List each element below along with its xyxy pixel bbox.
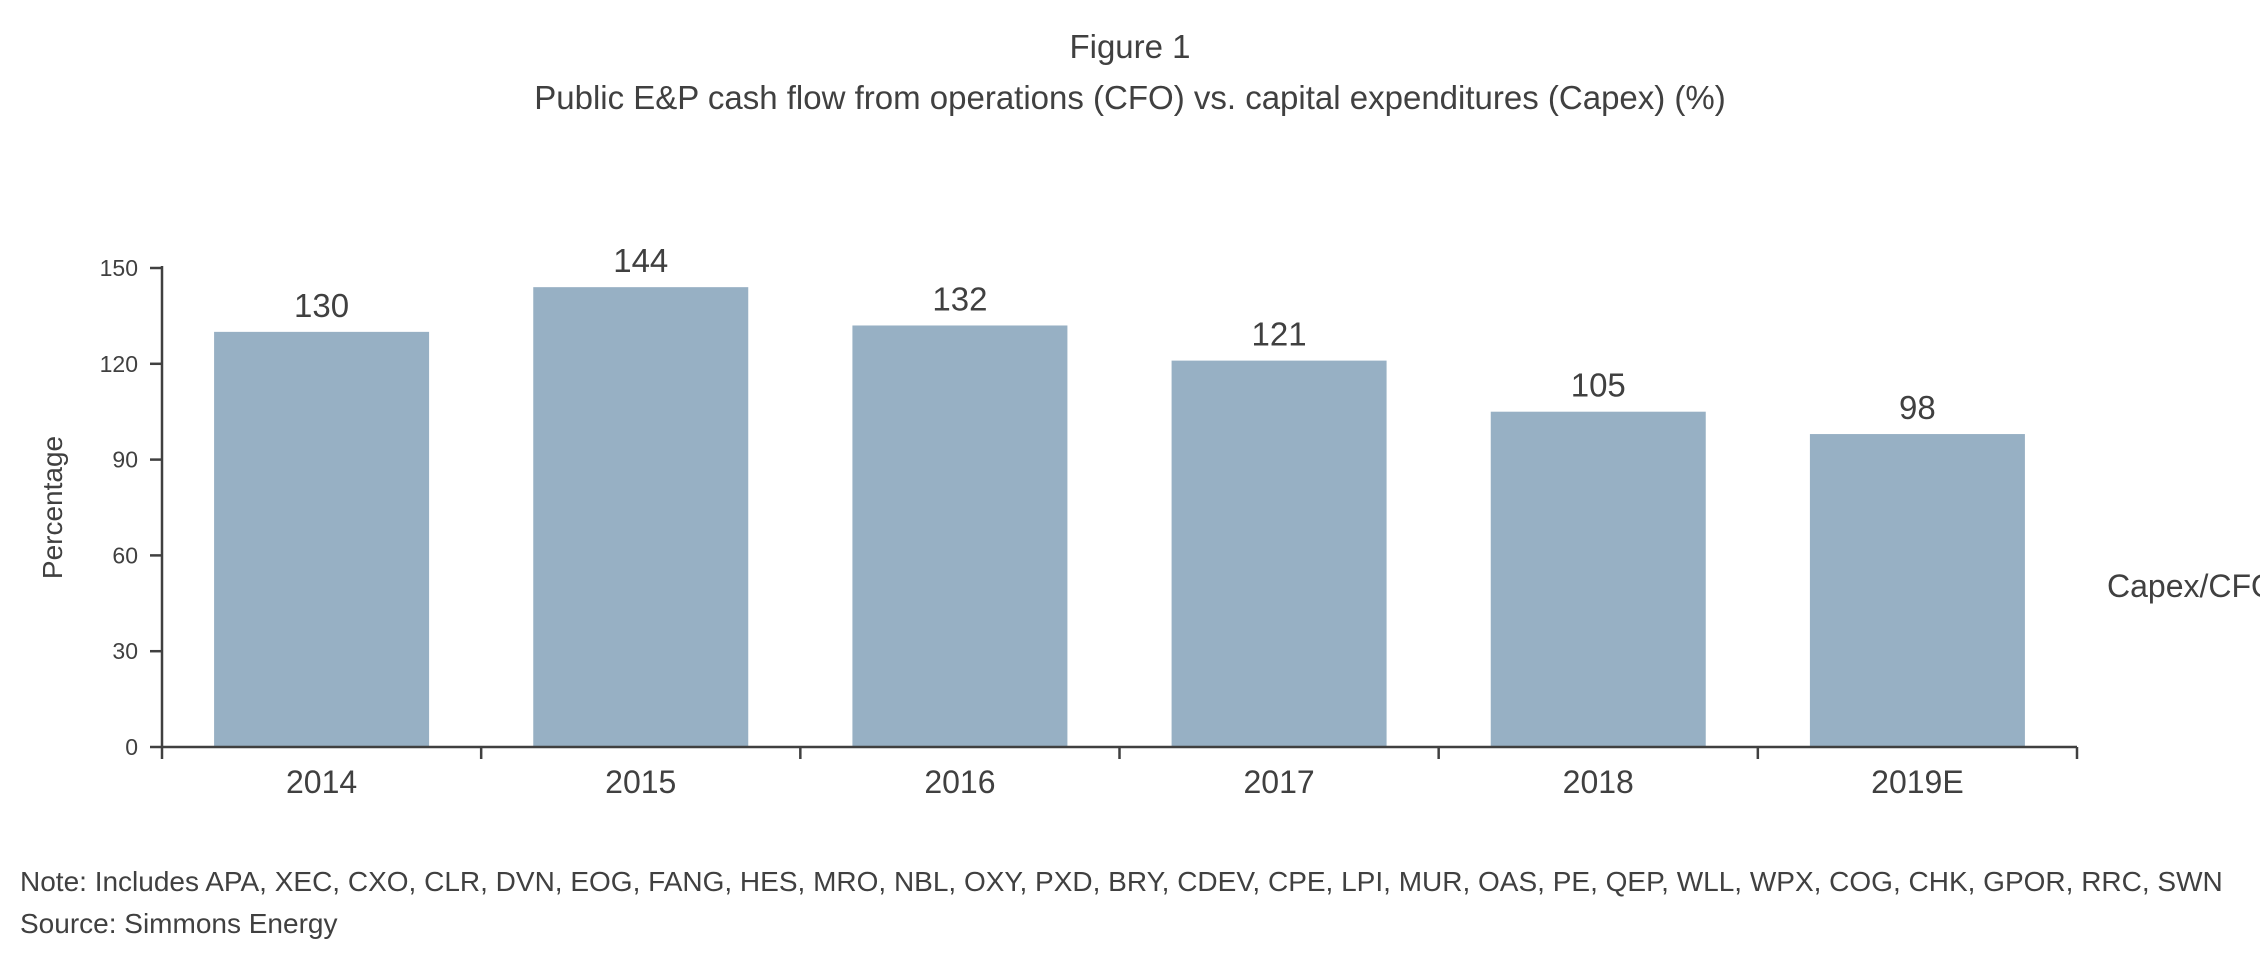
data-label: 144 xyxy=(613,242,668,279)
x-tick-label: 2016 xyxy=(924,764,995,800)
data-label: 105 xyxy=(1571,367,1626,404)
bar xyxy=(1809,434,2025,747)
data-label: 130 xyxy=(294,287,349,324)
x-tick-label: 2014 xyxy=(286,764,357,800)
y-tick-label: 30 xyxy=(112,638,138,664)
bar xyxy=(852,325,1068,747)
y-axis-title: Percentage xyxy=(37,436,68,579)
x-tick-label: 2018 xyxy=(1563,764,1634,800)
x-tick-label: 2019E xyxy=(1871,764,1964,800)
source-note: Source: Simmons Energy xyxy=(20,908,338,939)
y-tick-label: 90 xyxy=(112,447,138,473)
y-tick-label: 120 xyxy=(100,351,138,377)
data-label: 121 xyxy=(1252,316,1307,353)
footnote: Note: Includes APA, XEC, CXO, CLR, DVN, … xyxy=(20,866,2223,897)
bar xyxy=(1490,411,1706,747)
data-label: 132 xyxy=(932,280,987,317)
y-tick-label: 0 xyxy=(125,734,138,760)
bar xyxy=(1171,360,1387,747)
x-tick-label: 2015 xyxy=(605,764,676,800)
bar xyxy=(533,287,749,747)
y-tick-label: 150 xyxy=(100,255,138,281)
figure-label: Figure 1 xyxy=(1069,28,1191,65)
x-tick-label: 2017 xyxy=(1243,764,1314,800)
data-label: 98 xyxy=(1899,389,1936,426)
y-tick-label: 60 xyxy=(112,542,138,568)
bar xyxy=(214,331,430,747)
legend-label: Capex/CFO xyxy=(2107,568,2260,604)
chart-title: Public E&P cash flow from operations (CF… xyxy=(534,79,1726,116)
